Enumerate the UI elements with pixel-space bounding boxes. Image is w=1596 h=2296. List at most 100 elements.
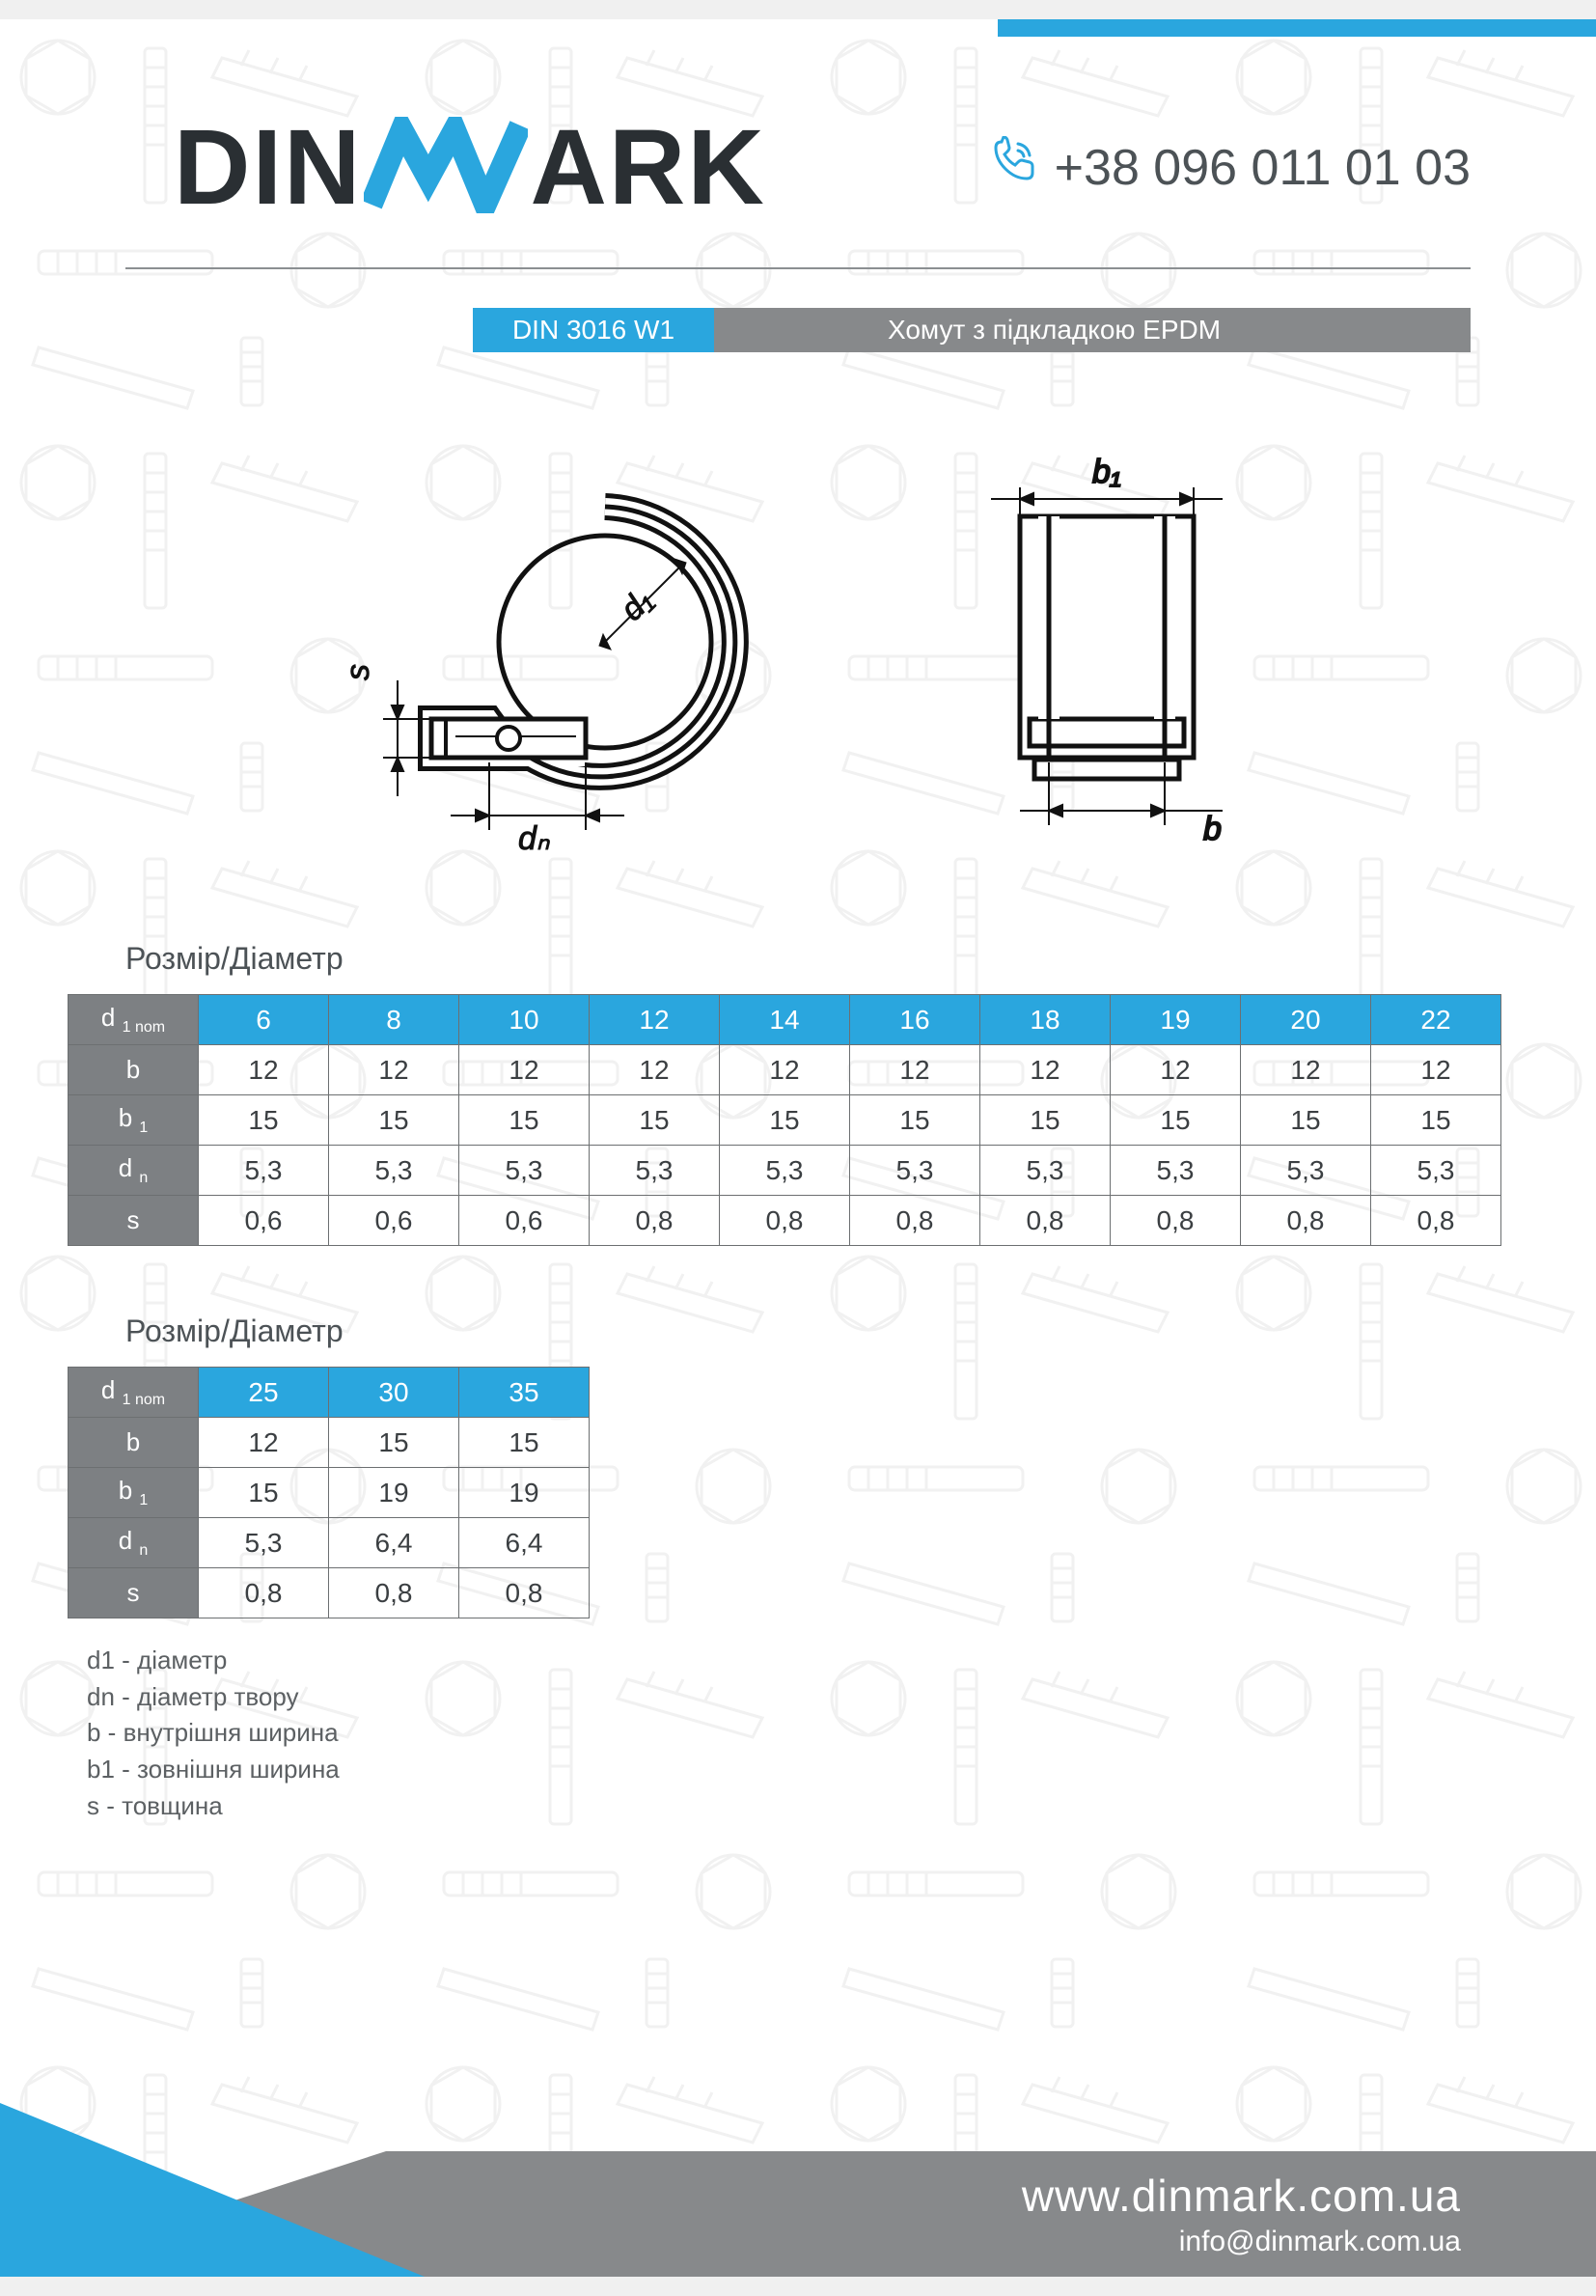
logo-text-pre: DIN: [174, 106, 362, 229]
table-cell: 0,8: [329, 1568, 459, 1618]
table-cell: 5,3: [329, 1146, 459, 1196]
svg-text:b: b: [1203, 811, 1222, 847]
table-cell: 0,6: [199, 1196, 329, 1246]
product-description: Хомут з підкладкою EPDM: [714, 308, 1471, 352]
table-cell: 15: [1241, 1095, 1371, 1146]
table-cell: 12: [980, 1045, 1111, 1095]
phone: +38 096 011 01 03: [987, 136, 1471, 199]
table-cell: 6,4: [329, 1518, 459, 1568]
table-cell: 5,3: [199, 1146, 329, 1196]
table-col-header: 22: [1371, 995, 1501, 1045]
phone-icon: [987, 136, 1037, 199]
table-col-header: 16: [850, 995, 980, 1045]
technical-diagram: d₁ s: [125, 410, 1471, 873]
top-accent-bar: [998, 19, 1596, 37]
table-col-header: 12: [590, 995, 720, 1045]
table-col-header: 35: [459, 1368, 590, 1418]
table-col-header: 18: [980, 995, 1111, 1045]
table-cell: 0,8: [980, 1196, 1111, 1246]
table-cell: 12: [1241, 1045, 1371, 1095]
footer-email: info@dinmark.com.ua: [1179, 2226, 1461, 2258]
table-cell: 0,8: [850, 1196, 980, 1246]
table-row-header: s: [69, 1196, 199, 1246]
table-cell: 0,6: [459, 1196, 590, 1246]
table-cell: 15: [1111, 1095, 1241, 1146]
table-cell: 0,8: [459, 1568, 590, 1618]
table-cell: 15: [459, 1095, 590, 1146]
legend: d1 - діаметрdn - діаметр творуb - внутрі…: [87, 1643, 1596, 1824]
table-cell: 0,8: [1241, 1196, 1371, 1246]
table-cell: 0,8: [1111, 1196, 1241, 1246]
logo-m-glyph: [364, 116, 528, 238]
logo: DIN ARK: [174, 106, 766, 229]
table-cell: 0,8: [590, 1196, 720, 1246]
table-col-header: 14: [720, 995, 850, 1045]
table-col-header: 20: [1241, 995, 1371, 1045]
table-row-header: d 1 nom: [69, 1368, 199, 1418]
table-cell: 15: [199, 1095, 329, 1146]
table-cell: 12: [199, 1418, 329, 1468]
table-col-header: 30: [329, 1368, 459, 1418]
legend-line: d1 - діаметр: [87, 1643, 1596, 1679]
legend-line: dn - діаметр твору: [87, 1679, 1596, 1716]
legend-line: s - товщина: [87, 1788, 1596, 1825]
table-cell: 6,4: [459, 1518, 590, 1568]
table-row-header: d n: [69, 1518, 199, 1568]
table-cell: 5,3: [1111, 1146, 1241, 1196]
svg-text:d₁: d₁: [614, 582, 660, 628]
table-cell: 19: [459, 1468, 590, 1518]
table-cell: 15: [459, 1418, 590, 1468]
table-cell: 5,3: [590, 1146, 720, 1196]
legend-line: b1 - зовнішня ширина: [87, 1752, 1596, 1788]
table-cell: 12: [1111, 1045, 1241, 1095]
table-cell: 5,3: [1371, 1146, 1501, 1196]
table-cell: 15: [850, 1095, 980, 1146]
table-cell: 15: [329, 1095, 459, 1146]
table-col-header: 10: [459, 995, 590, 1045]
footer-website: www.dinmark.com.ua: [1022, 2170, 1461, 2222]
table-cell: 12: [590, 1045, 720, 1095]
product-code: DIN 3016 W1: [473, 308, 714, 352]
dimensions-table-2: d 1 nom253035b121515b 1151919d n5,36,46,…: [68, 1367, 590, 1618]
table-cell: 15: [199, 1468, 329, 1518]
table-cell: 5,3: [720, 1146, 850, 1196]
table-cell: 5,3: [850, 1146, 980, 1196]
svg-text:b₁: b₁: [1092, 454, 1121, 490]
table-cell: 15: [1371, 1095, 1501, 1146]
table-cell: 12: [199, 1045, 329, 1095]
phone-number: +38 096 011 01 03: [1055, 139, 1471, 197]
table-cell: 12: [329, 1045, 459, 1095]
table-cell: 0,8: [720, 1196, 850, 1246]
legend-line: b - внутрішня ширина: [87, 1715, 1596, 1752]
table-cell: 5,3: [980, 1146, 1111, 1196]
table-row-header: b: [69, 1418, 199, 1468]
header-divider: [125, 267, 1471, 269]
table-cell: 12: [720, 1045, 850, 1095]
table-cell: 5,3: [1241, 1146, 1371, 1196]
table-cell: 19: [329, 1468, 459, 1518]
title-bar: DIN 3016 W1 Хомут з підкладкою EPDM: [125, 308, 1471, 352]
table-cell: 5,3: [199, 1518, 329, 1568]
table-col-header: 8: [329, 995, 459, 1045]
svg-text:s: s: [340, 664, 376, 680]
logo-text-post: ARK: [530, 106, 765, 229]
table-cell: 5,3: [459, 1146, 590, 1196]
table-cell: 15: [590, 1095, 720, 1146]
table-cell: 15: [720, 1095, 850, 1146]
table-col-header: 25: [199, 1368, 329, 1418]
table-col-header: 19: [1111, 995, 1241, 1045]
table-cell: 15: [980, 1095, 1111, 1146]
dimensions-table-1: d 1 nom681012141618192022b12121212121212…: [68, 994, 1501, 1246]
table-col-header: 6: [199, 995, 329, 1045]
footer: www.dinmark.com.ua info@dinmark.com.ua: [0, 2103, 1596, 2277]
table-row-header: s: [69, 1568, 199, 1618]
svg-text:dₙ: dₙ: [518, 820, 550, 854]
table-row-header: d 1 nom: [69, 995, 199, 1045]
table-row-header: b 1: [69, 1468, 199, 1518]
table-row-header: b: [69, 1045, 199, 1095]
table-cell: 0,8: [199, 1568, 329, 1618]
table-cell: 0,6: [329, 1196, 459, 1246]
table-cell: 12: [850, 1045, 980, 1095]
table-cell: 12: [1371, 1045, 1501, 1095]
section-title-1: Розмір/Діаметр: [125, 941, 1596, 977]
